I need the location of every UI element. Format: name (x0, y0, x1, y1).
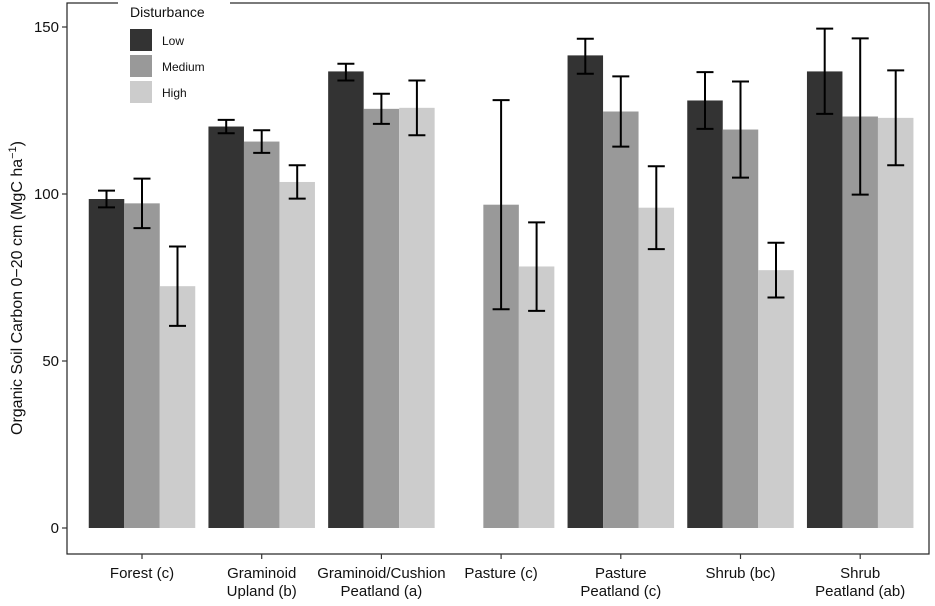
x-tick-label-cat-6: Shrub Peatland (ab) (815, 565, 905, 600)
x-tick-label-cat-2: Graminoid/Cushion Peatland (a) (317, 565, 445, 600)
error-bar-medium-cat-2 (372, 92, 390, 125)
y-axis-title-close: ) (9, 141, 26, 146)
error-bar-low-cat-0 (98, 189, 115, 209)
x-tick-label-line: Shrub (bc) (705, 565, 775, 582)
plot-panel-border (66, 2, 930, 555)
bar-high-cat-2 (399, 107, 435, 528)
error-bar-high-cat-0 (169, 245, 186, 327)
error-bar-medium-cat-6 (851, 37, 869, 196)
error-bar-low-cat-6 (816, 27, 834, 115)
error-bar-medium-cat-3 (492, 99, 510, 311)
error-bar-high-cat-1 (288, 164, 306, 200)
legend-label-low: Low (162, 34, 184, 48)
y-axis-title-text: Organic Soil Carbon 0−20 cm (MgC ha−1) (7, 141, 26, 435)
error-bar-high-cat-6 (887, 69, 905, 167)
bar-low-cat-4 (567, 55, 604, 528)
bar-high-cat-1 (279, 181, 315, 529)
plot-panel (66, 2, 930, 555)
error-bar-high-cat-2 (408, 79, 426, 137)
legend-label-medium: Medium (162, 60, 205, 74)
y-axis: 0 50 100 150 (34, 19, 67, 537)
error-bar-high-cat-3 (528, 221, 546, 312)
error-bar-low-cat-1 (217, 118, 235, 135)
x-tick-label-line: Forest (c) (110, 565, 174, 582)
x-tick-label-cat-5: Shrub (bc) (705, 565, 775, 582)
error-bar-low-cat-2 (337, 62, 355, 82)
bar-low-cat-6 (806, 71, 843, 529)
x-tick-label-line: Pasture (c) (464, 565, 537, 582)
bar-high-cat-4 (638, 207, 675, 528)
bar-low-cat-5 (687, 100, 723, 528)
legend-key-medium (130, 55, 152, 77)
error-bar-medium-cat-0 (133, 177, 151, 230)
bar-medium-cat-2 (363, 108, 400, 528)
bar-medium-cat-0 (124, 203, 160, 528)
y-axis-title-superscript: −1 (7, 146, 19, 159)
x-tick-label-cat-0: Forest (c) (110, 565, 174, 582)
bar-low-cat-1 (208, 126, 244, 528)
y-axis-title-main: Organic Soil Carbon 0−20 cm (MgC ha (9, 159, 26, 435)
legend: Disturbance Low Medium High (118, 0, 230, 108)
bar-medium-cat-4 (603, 111, 639, 528)
legend-label-high: High (162, 86, 187, 100)
x-tick-label-line: Pasture (595, 565, 647, 582)
bar-medium-cat-5 (722, 129, 759, 529)
x-tick-label-line: Graminoid/Cushion (317, 565, 445, 582)
error-bar-high-cat-5 (767, 241, 785, 299)
bar-low-cat-2 (328, 71, 364, 529)
legend-key-low (130, 29, 152, 51)
error-bar-medium-cat-1 (253, 129, 271, 154)
x-axis: Forest (c) Graminoid Upland (b) Graminoid/C… (110, 554, 905, 600)
bar-low-cat-0 (88, 199, 125, 528)
error-bar-medium-cat-4 (612, 75, 630, 148)
y-tick-label-150: 150 (34, 19, 59, 36)
bar-high-cat-6 (877, 117, 914, 528)
x-tick-label-line: Peatland (a) (341, 583, 423, 600)
legend-key-high (130, 81, 152, 103)
x-tick-label-line: Peatland (c) (580, 583, 661, 600)
y-axis-title: Organic Soil Carbon 0−20 cm (MgC ha−1) (7, 141, 26, 435)
x-tick-label-cat-1: Graminoid Upland (b) (227, 565, 297, 600)
error-bar-high-cat-4 (647, 165, 665, 251)
bar-medium-cat-1 (243, 141, 280, 528)
x-tick-label-line: Upland (b) (227, 583, 297, 600)
error-bars-layer (98, 27, 905, 327)
x-tick-label-line: Graminoid (227, 565, 296, 582)
y-tick-label-50: 50 (42, 353, 59, 370)
bar-high-cat-5 (758, 270, 794, 528)
error-bar-medium-cat-5 (732, 80, 749, 179)
x-tick-label-line: Peatland (ab) (815, 583, 905, 600)
error-bar-low-cat-5 (696, 71, 714, 130)
bars-layer (88, 55, 914, 529)
y-tick-label-100: 100 (34, 186, 59, 203)
x-tick-label-cat-3: Pasture (c) (464, 565, 537, 582)
error-bar-low-cat-4 (576, 37, 594, 75)
legend-title: Disturbance (130, 4, 205, 20)
y-tick-label-0: 0 (51, 520, 59, 537)
x-tick-label-cat-4: Pasture Peatland (c) (580, 565, 661, 600)
x-tick-label-line: Shrub (840, 565, 880, 582)
